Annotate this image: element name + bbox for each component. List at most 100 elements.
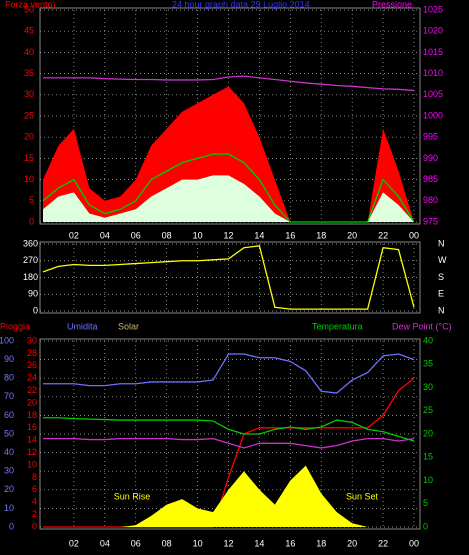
- y2-tick-label: 990: [423, 153, 438, 163]
- y3-tick-label: 18: [27, 410, 37, 420]
- y3-tick-label: 30: [27, 335, 37, 345]
- y2-tick-label: 995: [423, 132, 438, 142]
- y-tick-label: 30: [4, 466, 14, 476]
- x-tick-label: 16: [285, 230, 295, 240]
- x-tick-label: 18: [316, 538, 326, 548]
- x-tick-label: 16: [285, 538, 295, 548]
- area: [43, 175, 414, 222]
- y2-tick-label: 10: [423, 475, 433, 485]
- y-tick-label: 360: [23, 238, 38, 248]
- y-tick-label: 20: [24, 132, 34, 142]
- y2-tick-label: 25: [423, 405, 433, 415]
- y2-tick-label: 20: [423, 428, 433, 438]
- y3-tick-label: 16: [27, 422, 37, 432]
- x-tick-label: 18: [316, 230, 326, 240]
- y-tick-label: 5: [29, 195, 34, 205]
- legend-entry: Temperatura: [312, 321, 363, 331]
- y2-tick-label: S: [438, 272, 444, 282]
- y3-tick-label: 12: [27, 447, 37, 457]
- y2-tick-label: 985: [423, 174, 438, 184]
- y-tick-label: 10: [24, 174, 34, 184]
- y3-tick-label: 6: [32, 484, 37, 494]
- y-tick-label: 0: [29, 216, 34, 226]
- x-tick-label: 10: [193, 538, 203, 548]
- x-tick-label: 08: [162, 230, 172, 240]
- y2-tick-label: 1020: [423, 26, 443, 36]
- line: [42, 153, 415, 223]
- line: [43, 417, 415, 442]
- y-tick-label: 80: [4, 373, 14, 383]
- x-tick-label: 14: [254, 538, 264, 548]
- x-tick-label: 02: [69, 538, 79, 548]
- y2-tick-label: 1000: [423, 110, 443, 120]
- y2-tick-label: N: [438, 238, 445, 248]
- y2-tick-label: 1025: [423, 4, 443, 14]
- y3-tick-label: 14: [27, 435, 37, 445]
- x-tick-label: 04: [100, 230, 110, 240]
- x-tick-label: 00: [409, 230, 419, 240]
- y2-tick-label: 1005: [423, 89, 443, 99]
- y3-tick-label: 24: [27, 373, 37, 383]
- y3-tick-label: 22: [27, 385, 37, 395]
- y2-tick-label: 0: [423, 521, 428, 531]
- y3-tick-label: 0: [32, 521, 37, 531]
- y3-tick-label: 8: [32, 472, 37, 482]
- y-tick-label: 25: [24, 110, 34, 120]
- line: [43, 437, 415, 449]
- y2-tick-label: 1015: [423, 47, 443, 57]
- y-tick-label: 50: [24, 4, 34, 14]
- y3-tick-label: 20: [27, 397, 37, 407]
- y2-tick-label: 5: [423, 498, 428, 508]
- legend-entry: Umidita: [67, 321, 98, 331]
- legend-entry: Dew Point (°C): [392, 321, 452, 331]
- y2-tick-label: 30: [423, 382, 433, 392]
- x-tick-label: 02: [69, 230, 79, 240]
- y2-tick-label: E: [438, 289, 444, 299]
- y2-tick-label: 980: [423, 195, 438, 205]
- x-tick-label: 06: [131, 538, 141, 548]
- y2-tick-label: N: [438, 305, 445, 315]
- y3-tick-label: 26: [27, 360, 37, 370]
- y-tick-label: 0: [9, 521, 14, 531]
- y2-tick-label: 40: [423, 335, 433, 345]
- y2-tick-label: 975: [423, 216, 438, 226]
- y3-tick-label: 4: [32, 497, 37, 507]
- x-tick-label: 04: [100, 538, 110, 548]
- x-tick-label: 20: [347, 538, 357, 548]
- y-tick-label: 0: [33, 305, 38, 315]
- y-tick-label: 90: [28, 289, 38, 299]
- y-tick-label: 30: [24, 89, 34, 99]
- line: [43, 75, 415, 92]
- line: [43, 377, 415, 528]
- x-tick-label: 12: [223, 230, 233, 240]
- y3-tick-label: 10: [27, 459, 37, 469]
- y-tick-label: 100: [0, 335, 14, 345]
- y-tick-label: 60: [4, 410, 14, 420]
- y3-tick-label: 28: [27, 348, 37, 358]
- y-tick-label: 15: [24, 153, 34, 163]
- line: [42, 245, 415, 310]
- y3-tick-label: 2: [32, 509, 37, 519]
- y-tick-label: 70: [4, 391, 14, 401]
- y-tick-label: 35: [24, 68, 34, 78]
- y-tick-label: 45: [24, 26, 34, 36]
- y2-tick-label: 35: [423, 359, 433, 369]
- y2-label: Pressione: [372, 0, 412, 9]
- y-label: Forza vento): [5, 0, 56, 9]
- line: [43, 353, 415, 394]
- y-tick-label: 40: [24, 47, 34, 57]
- y-tick-label: 90: [4, 354, 14, 364]
- y-tick-label: 180: [23, 272, 38, 282]
- x-tick-label: 06: [131, 230, 141, 240]
- x-tick-label: 10: [193, 230, 203, 240]
- legend-entry: Solar: [118, 321, 139, 331]
- y2-tick-label: W: [438, 255, 447, 265]
- x-tick-label: 12: [223, 538, 233, 548]
- x-tick-label: 14: [254, 230, 264, 240]
- y-tick-label: 270: [23, 255, 38, 265]
- x-tick-label: 20: [347, 230, 357, 240]
- annotation: Sun Set: [346, 491, 379, 501]
- x-tick-label: 08: [162, 538, 172, 548]
